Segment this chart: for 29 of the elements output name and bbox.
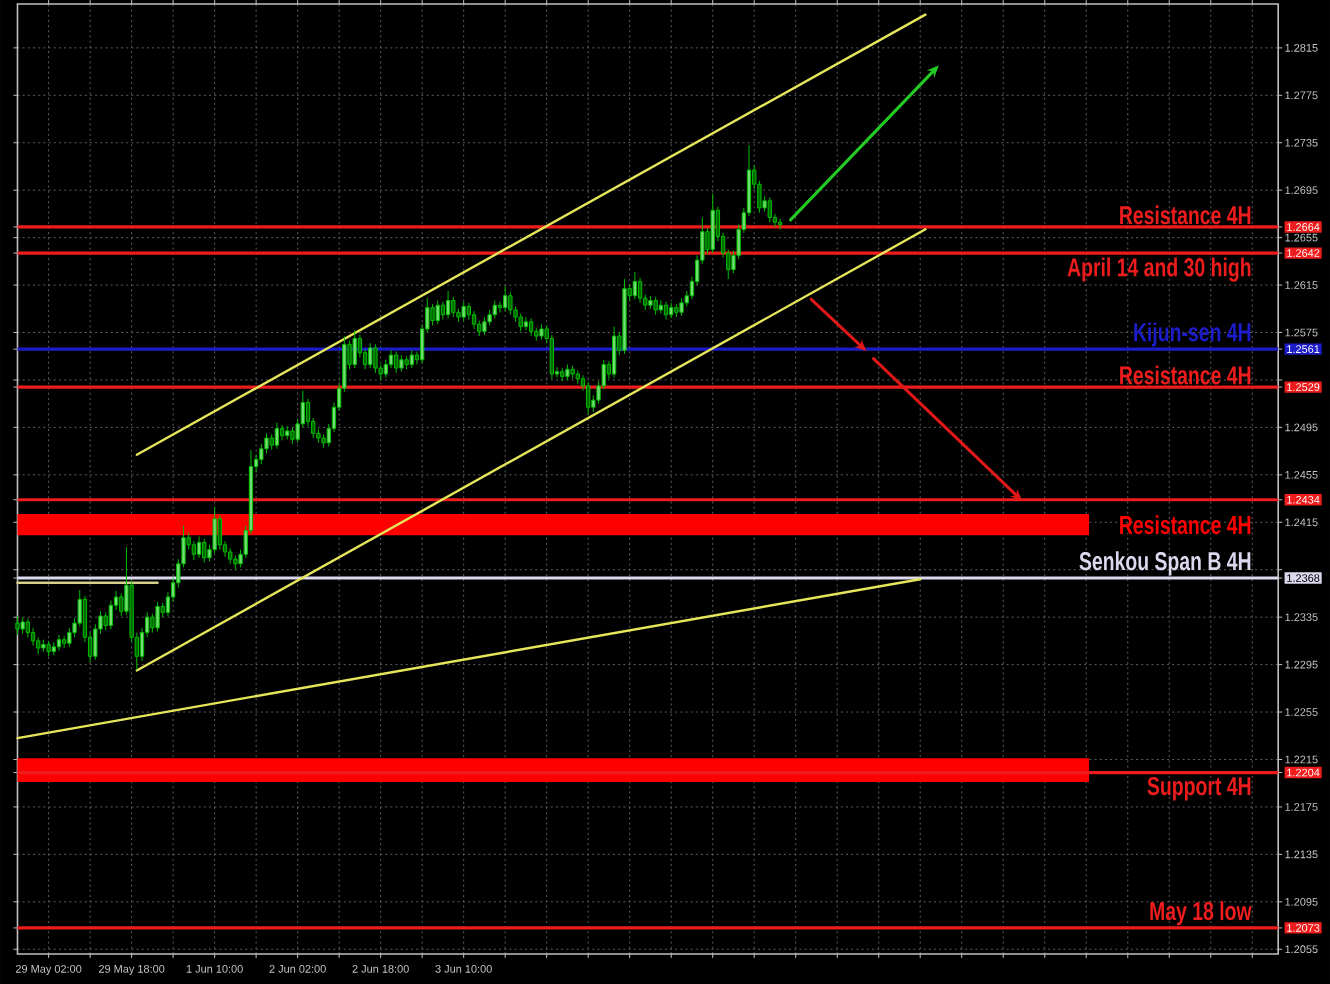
ref-line-label: Kijun-sen 4H	[1134, 322, 1251, 347]
candlestick	[549, 334, 555, 380]
candlestick	[575, 370, 580, 385]
candlestick	[217, 514, 222, 551]
candlestick	[471, 310, 477, 330]
ref-line-label: Senkou Span B 4H	[1079, 551, 1251, 576]
candlestick	[30, 627, 36, 647]
candlestick	[305, 398, 311, 427]
ref-line-label: Resistance 4H	[1120, 365, 1251, 385]
candlestick	[637, 277, 643, 304]
candlestick	[233, 555, 238, 571]
candlestick	[191, 540, 197, 561]
candlestick	[445, 290, 451, 319]
ref-line-label: Support 4H	[1147, 776, 1251, 801]
candlestick	[663, 301, 669, 321]
candlestick	[523, 316, 529, 331]
candlestick	[108, 600, 114, 630]
candlestick	[528, 317, 534, 337]
candlestick	[611, 326, 617, 379]
candlestick	[357, 334, 363, 358]
band-label: Resistance 4H	[1120, 515, 1251, 535]
candlestick	[388, 349, 394, 369]
candlestick	[25, 617, 31, 638]
candlestick	[196, 536, 202, 559]
ref-line-label: May 18 low	[1150, 901, 1252, 926]
candlestick	[274, 422, 280, 450]
ref-line-label: April 14 and 30 high	[1067, 257, 1251, 282]
candlestick	[440, 301, 446, 321]
ref-line-label: Resistance 4H	[1120, 205, 1251, 225]
